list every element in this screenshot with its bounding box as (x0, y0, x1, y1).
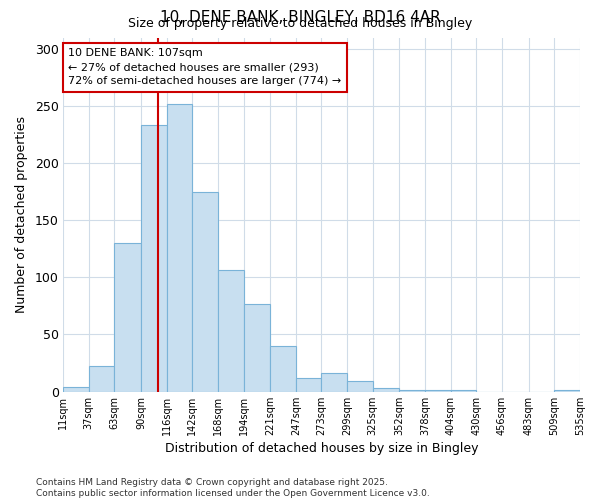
Bar (554, 390, 580, 392)
Bar (244, 304, 270, 392)
Text: 10, DENE BANK, BINGLEY, BD16 4AR: 10, DENE BANK, BINGLEY, BD16 4AR (160, 10, 440, 25)
Text: 10 DENE BANK: 107sqm
← 27% of detached houses are smaller (293)
72% of semi-deta: 10 DENE BANK: 107sqm ← 27% of detached h… (68, 48, 341, 86)
Bar (141, 126, 167, 392)
Bar (373, 388, 400, 392)
Bar (63, 387, 89, 392)
Bar (167, 104, 192, 392)
Bar (400, 390, 425, 392)
Bar (270, 346, 296, 392)
Bar (114, 243, 141, 392)
Bar (296, 378, 322, 392)
Bar (322, 373, 347, 392)
Bar (347, 381, 373, 392)
Bar (425, 390, 451, 392)
X-axis label: Distribution of detached houses by size in Bingley: Distribution of detached houses by size … (165, 442, 478, 455)
Bar (192, 192, 218, 392)
Text: Size of property relative to detached houses in Bingley: Size of property relative to detached ho… (128, 18, 472, 30)
Bar (89, 366, 114, 392)
Text: Contains HM Land Registry data © Crown copyright and database right 2025.
Contai: Contains HM Land Registry data © Crown c… (36, 478, 430, 498)
Y-axis label: Number of detached properties: Number of detached properties (15, 116, 28, 313)
Bar (451, 390, 476, 392)
Bar (218, 270, 244, 392)
